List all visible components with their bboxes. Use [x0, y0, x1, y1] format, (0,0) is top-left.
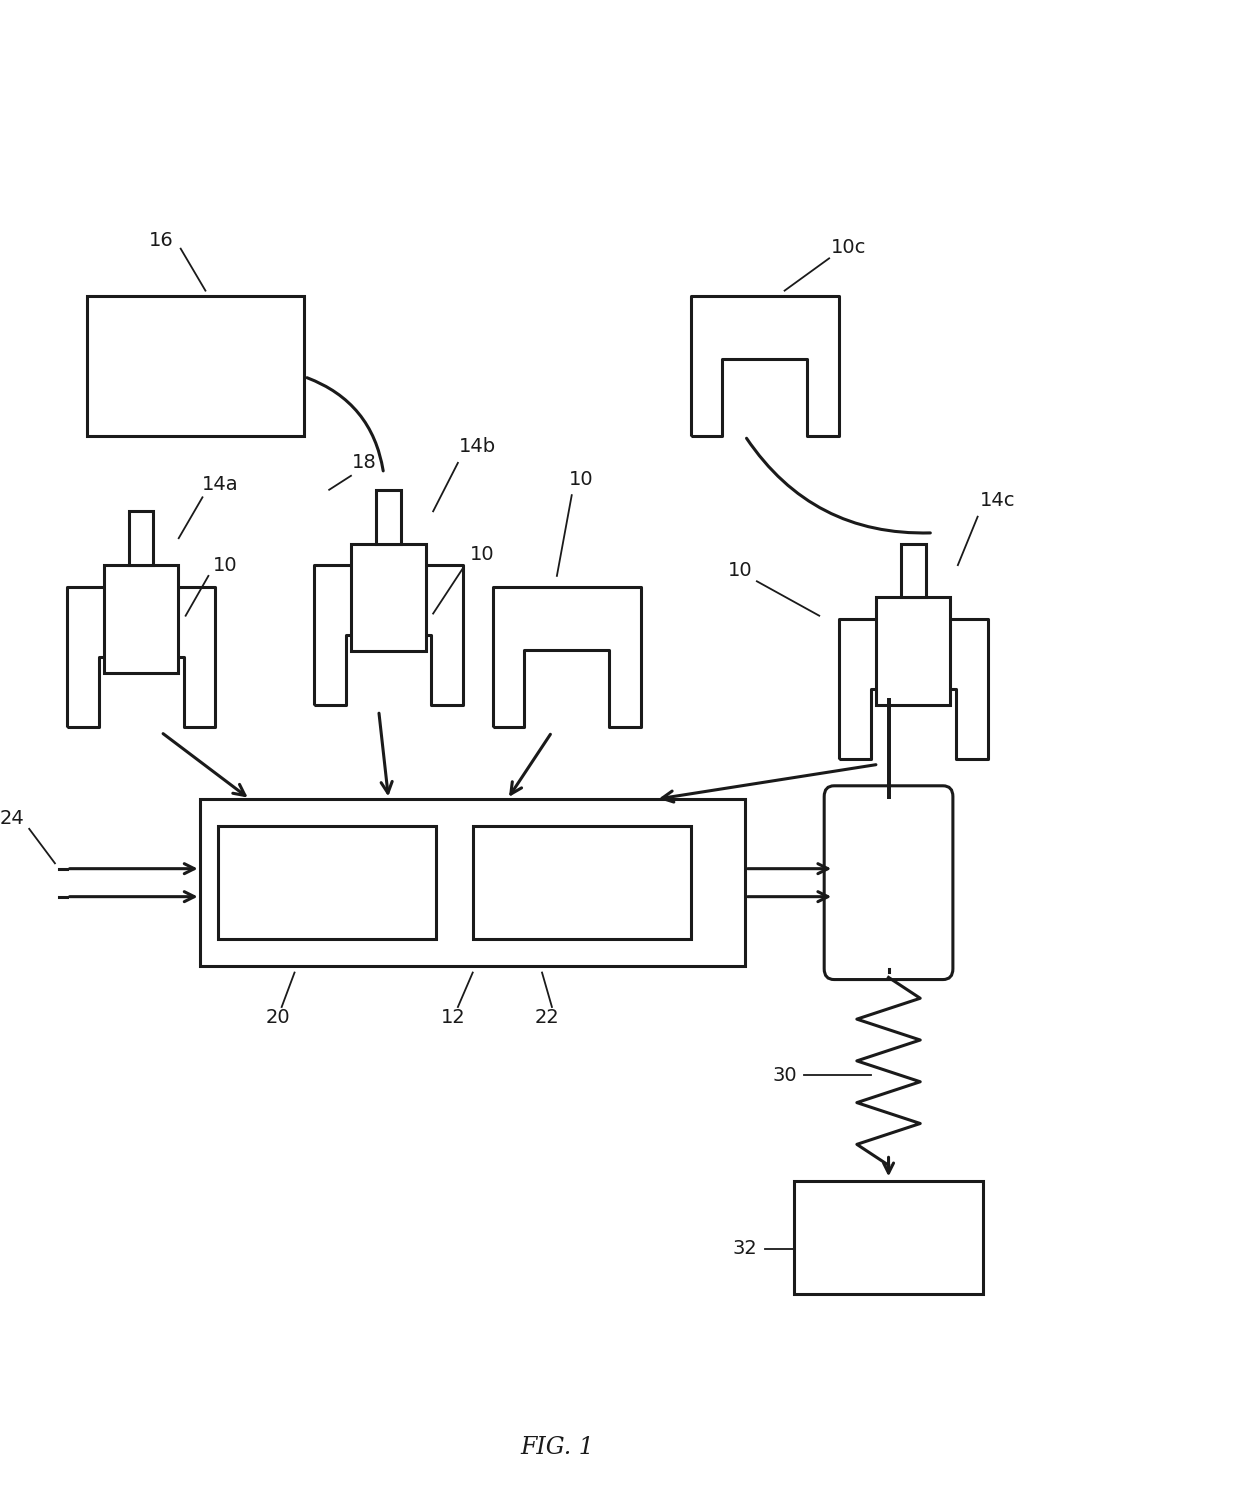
Text: 30: 30 — [773, 1065, 797, 1085]
Text: 14b: 14b — [459, 437, 496, 457]
Bar — [351, 544, 425, 651]
Text: 24: 24 — [0, 809, 25, 827]
FancyArrowPatch shape — [308, 378, 383, 470]
Text: 10: 10 — [569, 470, 594, 488]
FancyBboxPatch shape — [825, 785, 952, 980]
Text: FIG. 1: FIG. 1 — [520, 1436, 594, 1459]
Bar — [104, 565, 179, 672]
Bar — [472, 826, 691, 939]
Text: 16: 16 — [149, 231, 174, 250]
Text: 18: 18 — [351, 454, 376, 472]
Bar — [901, 544, 926, 597]
Text: 22: 22 — [534, 1008, 559, 1028]
Text: 10: 10 — [213, 556, 238, 574]
Bar — [129, 511, 154, 565]
Bar — [795, 1181, 982, 1295]
Text: 10c: 10c — [831, 238, 867, 258]
Text: 12: 12 — [440, 1008, 465, 1028]
Bar — [87, 295, 305, 436]
Text: 14a: 14a — [202, 475, 238, 494]
Text: 10: 10 — [728, 561, 753, 580]
Bar — [201, 799, 745, 966]
Text: 20: 20 — [265, 1008, 290, 1028]
Bar — [877, 597, 950, 705]
Text: 32: 32 — [733, 1239, 758, 1258]
FancyArrowPatch shape — [746, 439, 930, 533]
Text: 10: 10 — [470, 546, 495, 564]
Bar — [218, 826, 436, 939]
Text: 14c: 14c — [980, 491, 1016, 509]
Bar — [376, 490, 401, 544]
